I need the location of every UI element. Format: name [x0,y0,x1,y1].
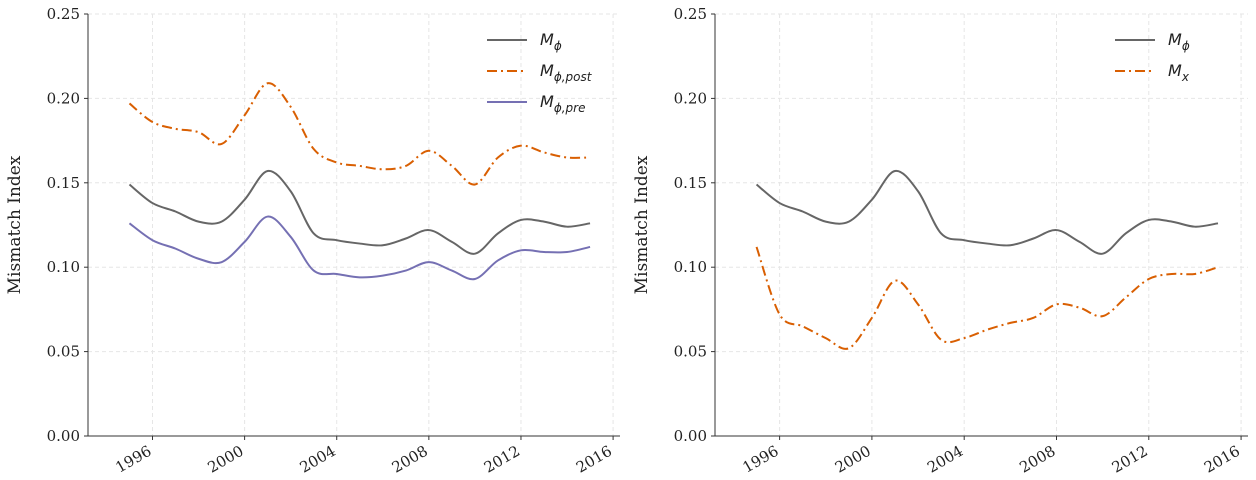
y-tick-label: 0.00 [47,427,80,445]
x-tick-label: 2016 [1201,442,1243,477]
legend-label: Mϕ [1168,30,1190,53]
y-tick-label: 0.20 [47,89,80,107]
y-tick-label: 0.15 [674,174,707,192]
series-line [128,215,591,281]
series-line [755,246,1219,350]
y-tick-label: 0.05 [674,343,707,361]
y-tick-label: 0.00 [674,427,707,445]
x-tick-label: 2004 [297,442,339,477]
series-line [755,169,1219,255]
series-line [128,82,591,186]
x-tick-label: 2000 [832,442,874,477]
y-tick-label: 0.05 [47,343,80,361]
y-tick-label: 0.25 [47,5,80,23]
x-tick-label: 2008 [1016,442,1058,477]
series-line [128,169,591,255]
legend-label: Mϕ,post [540,61,593,84]
y-axis-label: Mismatch Index [5,155,25,294]
legend-label: Mϕ,pre [540,92,585,115]
x-tick-label: 1996 [112,442,154,477]
x-tick-label: 1996 [740,442,782,477]
x-tick-label: 2012 [481,442,523,477]
x-tick-label: 2008 [389,442,431,477]
y-tick-label: 0.20 [674,89,707,107]
legend-label: Mx [1168,61,1190,84]
x-tick-label: 2012 [1109,442,1151,477]
legend-label: Mϕ [540,30,562,53]
y-tick-label: 0.25 [674,5,707,23]
y-tick-label: 0.10 [47,258,80,276]
x-tick-label: 2016 [573,442,615,477]
y-tick-label: 0.15 [47,174,80,192]
x-tick-label: 2000 [205,442,247,477]
y-tick-label: 0.10 [674,258,707,276]
x-tick-label: 2004 [924,442,966,477]
y-axis-label: Mismatch Index [632,155,652,294]
